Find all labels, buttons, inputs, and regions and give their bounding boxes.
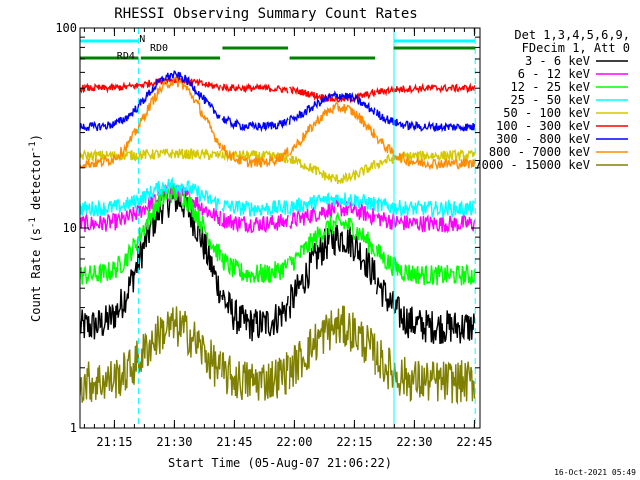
legend-label-2: 12 - 25 keV <box>511 80 590 94</box>
flag-label-n: N <box>139 34 145 45</box>
footer-timestamp: 16-Oct-2021 05:49 <box>554 468 636 477</box>
series-line-4 <box>80 147 476 185</box>
y-tick-label-2: 1 <box>70 421 77 435</box>
legend-label-1: 6 - 12 keV <box>518 67 590 81</box>
flag-label-rd0: RD0 <box>150 43 168 54</box>
x-tick-label-3: 22:00 <box>276 435 312 449</box>
legend-label-0: 3 - 6 keV <box>525 54 590 68</box>
legend-label-3: 25 - 50 keV <box>511 93 590 107</box>
y-axis-label-tail: detector <box>29 152 43 217</box>
y-axis-label-main: Count Rate (s <box>29 228 43 322</box>
y-axis-label-exp2: -1 <box>28 141 38 152</box>
legend-label-8: 7000 - 15000 keV <box>474 158 590 172</box>
y-tick-label-1: 10 <box>63 221 77 235</box>
chart-title: RHESSI Observing Summary Count Rates <box>114 6 417 22</box>
x-axis-label: Start Time (05-Aug-07 21:06:22) <box>168 456 392 470</box>
x-tick-label-2: 21:45 <box>216 435 252 449</box>
flag-label-rd4: RD4 <box>117 51 135 62</box>
series-line-7 <box>80 75 476 171</box>
legend-label-4: 50 - 100 keV <box>503 106 590 120</box>
axes: 21:15 21:30 21:45 22:00 22:15 22:30 22:45 100 10… <box>55 21 492 449</box>
legend: Det 1,3,4,5,6,9, FDecim 1, Att 0 3 - 6 k… <box>474 28 630 172</box>
x-tick-label-5: 22:30 <box>396 435 432 449</box>
legend-label-7: 800 - 7000 keV <box>489 145 590 159</box>
x-tick-label-4: 22:15 <box>336 435 372 449</box>
y-axis-label: Count Rate (s-1 detector-1) <box>28 134 43 322</box>
y-axis-label-end: ) <box>29 134 43 141</box>
legend-label-5: 100 - 300 keV <box>496 119 590 133</box>
y-axis-label-exp: -1 <box>28 217 38 228</box>
series-line-2 <box>80 181 476 286</box>
series-line-1 <box>80 183 476 234</box>
legend-label-6: 300 - 800 keV <box>496 132 590 146</box>
series-line-0 <box>80 184 476 345</box>
x-tick-label-1: 21:30 <box>156 435 192 449</box>
series-line-8 <box>80 305 476 406</box>
series-line-6 <box>80 70 476 133</box>
x-tick-label-6: 22:45 <box>456 435 492 449</box>
y-tick-label-0: 100 <box>55 21 77 35</box>
legend-header-2: FDecim 1, Att 0 <box>522 41 630 55</box>
plot-area: N RD0 RD4 <box>79 28 476 428</box>
series-line-5 <box>80 77 476 104</box>
x-tick-label-0: 21:15 <box>96 435 132 449</box>
legend-header-1: Det 1,3,4,5,6,9, <box>514 28 630 42</box>
series-line-3 <box>80 176 475 219</box>
